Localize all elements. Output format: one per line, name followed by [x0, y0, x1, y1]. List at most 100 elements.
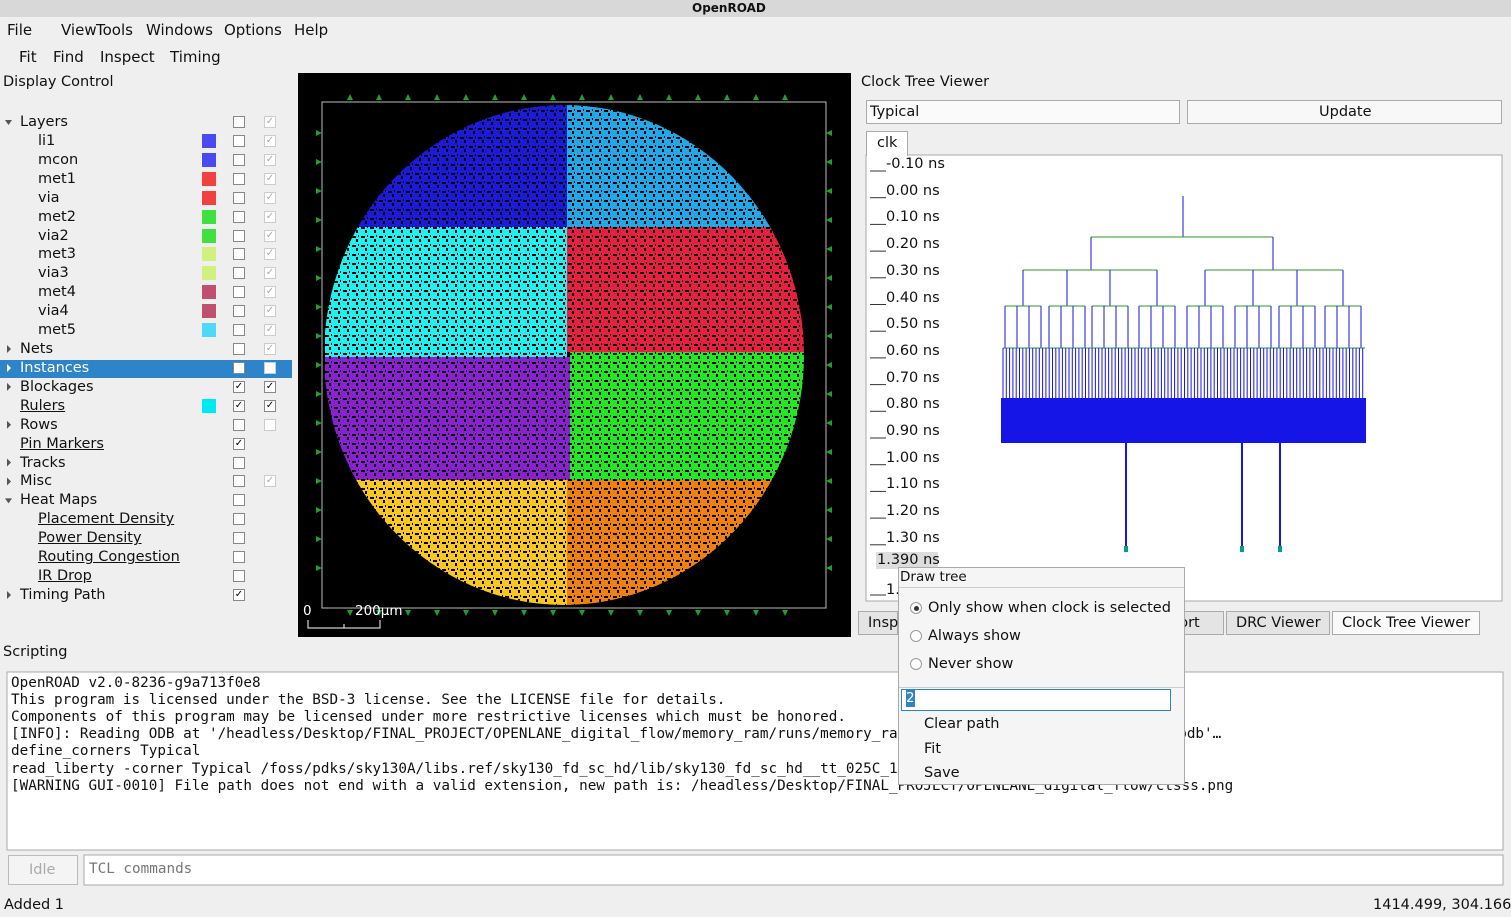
tree-arrow[interactable] [7, 458, 11, 467]
radio-label[interactable]: Never show [928, 656, 1014, 672]
tree-row[interactable]: via4 [38, 303, 69, 320]
radio-label[interactable]: Always show [928, 628, 1021, 644]
toolbar-button[interactable]: Fit [19, 48, 37, 66]
checkbox[interactable]: ✓ [264, 380, 276, 393]
dock-tab[interactable] [1226, 611, 1330, 635]
tree-row[interactable]: via3 [38, 265, 69, 282]
tree-row[interactable]: li1 [38, 132, 56, 149]
idle-button[interactable] [8, 855, 78, 885]
checkbox[interactable]: ✓ [264, 172, 276, 185]
tree-arrow[interactable] [7, 345, 11, 354]
tree-row[interactable]: met2 [38, 208, 76, 225]
toolbar-button[interactable]: Timing [170, 48, 221, 66]
tree-row[interactable]: mcon [38, 151, 79, 168]
checkbox[interactable] [233, 116, 245, 128]
checkbox[interactable] [233, 286, 245, 299]
dock-tab[interactable] [1332, 611, 1480, 635]
checkbox[interactable] [233, 248, 245, 261]
toolbar-button[interactable]: Find [53, 48, 84, 66]
checkbox[interactable]: ✓ [264, 324, 276, 337]
checkbox[interactable] [233, 475, 245, 488]
toolbar-button[interactable]: Inspect [100, 48, 155, 66]
checkbox[interactable]: ✓ [264, 399, 276, 412]
checkbox[interactable]: ✓ [264, 134, 276, 147]
tree-row[interactable]: met1 [38, 170, 76, 187]
tree-row[interactable]: Pin Markers [20, 435, 104, 452]
menu-action[interactable]: Clear path [924, 716, 1000, 732]
checkbox[interactable]: ✓ [264, 248, 276, 261]
tree-row[interactable]: Rows [20, 416, 58, 433]
checkbox[interactable] [264, 418, 276, 431]
tree-row[interactable]: met4 [38, 284, 76, 301]
checkbox[interactable] [233, 267, 245, 280]
tree-row[interactable]: Blockages [20, 378, 94, 395]
tree-row[interactable]: Tracks [20, 454, 66, 471]
tree-arrow[interactable] [7, 420, 11, 429]
tree-arrow[interactable] [7, 363, 11, 372]
checkbox[interactable] [233, 172, 245, 185]
tree-row[interactable]: Layers [20, 114, 68, 130]
checkbox[interactable] [233, 191, 245, 204]
checkbox[interactable]: ✓ [264, 229, 276, 242]
checkbox[interactable]: ✓ [264, 153, 276, 166]
radio[interactable] [910, 630, 922, 642]
checkbox[interactable]: ✓ [264, 191, 276, 204]
tab-label[interactable]: Clock Tree Viewer [1342, 615, 1471, 631]
tree-row[interactable]: Routing Congestion [38, 549, 180, 566]
tree-arrow[interactable] [7, 382, 11, 391]
checkbox[interactable]: ✓ [264, 305, 276, 318]
dock-tab[interactable] [858, 611, 898, 635]
clock-tab[interactable] [866, 131, 908, 156]
checkbox[interactable] [233, 570, 245, 583]
checkbox[interactable] [233, 494, 245, 507]
checkbox[interactable]: ✓ [233, 380, 245, 393]
tree-arrow[interactable] [5, 498, 12, 504]
menu-action[interactable]: Fit [924, 740, 941, 757]
menu-item[interactable]: View [61, 21, 97, 39]
tab-label[interactable]: DRC Viewer [1236, 615, 1321, 631]
menu-item[interactable]: File [7, 21, 33, 39]
tree-row[interactable]: IR Drop [38, 568, 92, 585]
menu-item[interactable]: Help [294, 21, 329, 39]
tree-arrow[interactable] [7, 477, 11, 486]
checkbox[interactable]: ✓ [264, 267, 276, 280]
radio-label[interactable]: Only show when clock is selected [928, 600, 1171, 616]
menu-item[interactable]: Tools [96, 21, 133, 39]
tree-row[interactable]: Heat Maps [20, 492, 98, 509]
tree-row[interactable]: Placement Density [38, 511, 175, 528]
checkbox[interactable]: ✓ [233, 589, 245, 601]
tree-row[interactable]: met5 [38, 322, 76, 339]
menu-item[interactable]: Options [224, 21, 282, 39]
checkbox[interactable] [233, 153, 245, 166]
checkbox[interactable] [233, 361, 245, 374]
checkbox[interactable]: ✓ [264, 210, 276, 223]
checkbox[interactable]: ✓ [233, 399, 245, 412]
tree-row[interactable]: Nets [20, 341, 54, 358]
tab-label[interactable]: Insp [868, 615, 899, 631]
tree-arrow[interactable] [7, 591, 11, 599]
checkbox[interactable]: ✓ [233, 437, 245, 450]
checkbox[interactable] [233, 134, 245, 147]
menu-action[interactable]: Save [924, 765, 960, 781]
spin-box[interactable] [901, 689, 1171, 711]
tree-row[interactable]: via [38, 189, 60, 206]
tree-row[interactable]: Rulers [20, 397, 66, 414]
checkbox[interactable] [233, 551, 245, 564]
update-button[interactable] [1187, 100, 1502, 124]
checkbox[interactable]: ✓ [264, 116, 276, 128]
checkbox[interactable] [233, 305, 245, 318]
menu-item[interactable]: Windows [146, 21, 213, 39]
corner-combo[interactable] [866, 100, 1180, 124]
tree-row[interactable]: met3 [38, 246, 76, 263]
tree-row[interactable]: Misc [20, 473, 53, 490]
checkbox[interactable] [233, 532, 245, 545]
tree-arrow[interactable] [5, 120, 12, 125]
checkbox[interactable] [233, 210, 245, 223]
tree-row[interactable]: via2 [38, 227, 69, 244]
tree-row[interactable]: Instances [20, 359, 90, 376]
checkbox[interactable]: ✓ [264, 286, 276, 299]
checkbox[interactable] [233, 229, 245, 242]
checkbox[interactable]: ✓ [264, 343, 276, 356]
tree-row[interactable]: Power Density [38, 530, 142, 547]
checkbox[interactable] [233, 343, 245, 356]
